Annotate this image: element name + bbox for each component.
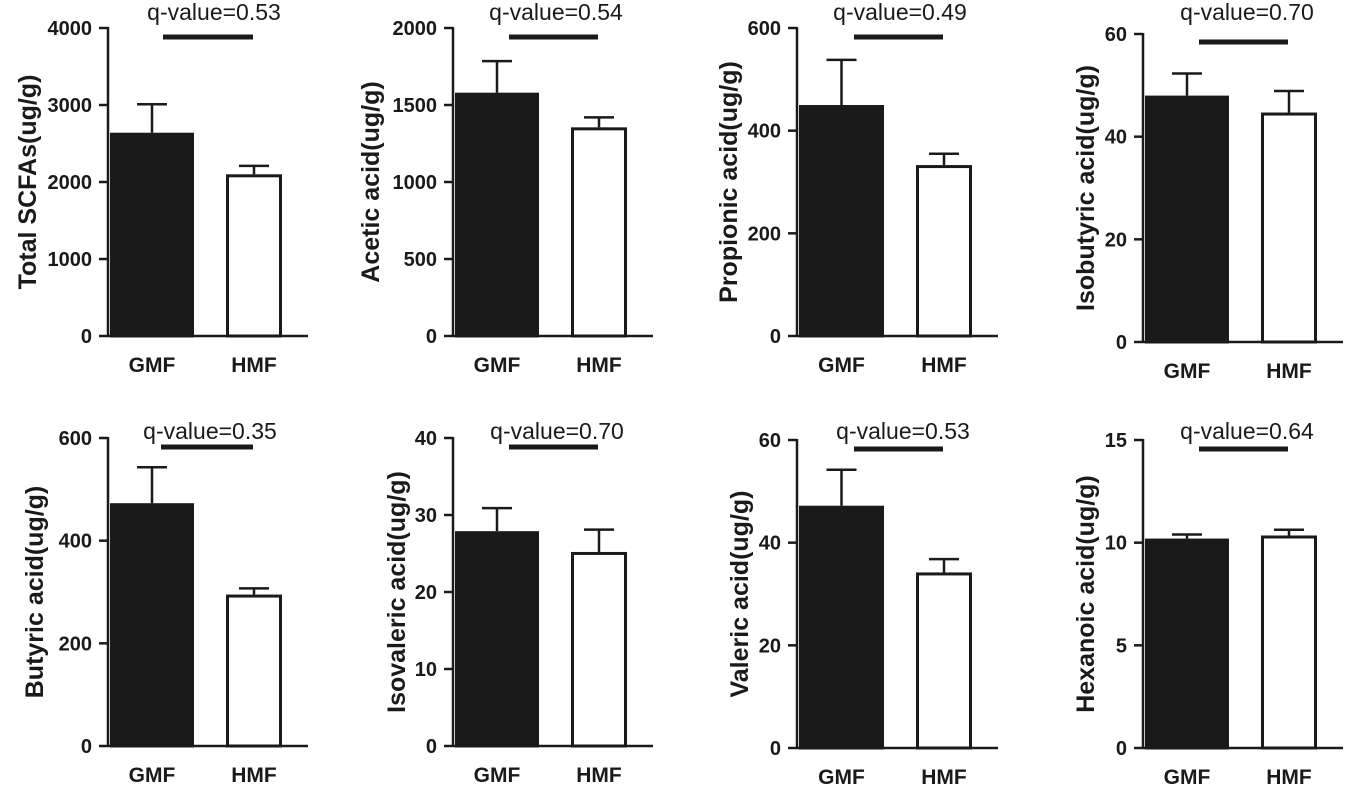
y-tick-label: 0 bbox=[81, 326, 92, 348]
y-tick-label: 60 bbox=[759, 430, 781, 452]
x-tick-label: GMF bbox=[818, 354, 865, 377]
y-tick-label: 0 bbox=[81, 736, 92, 758]
y-tick-label: 60 bbox=[1105, 24, 1127, 46]
y-axis-label: Isobutyric acid(ug/g) bbox=[1072, 65, 1100, 311]
y-tick-label: 400 bbox=[59, 531, 92, 553]
y-tick-label: 1000 bbox=[393, 172, 438, 194]
bar-gmf bbox=[799, 505, 884, 750]
x-tick-label: HMF bbox=[921, 354, 967, 377]
q-value-annotation: q-value=0.35 bbox=[143, 418, 277, 444]
bar-gmf bbox=[110, 503, 194, 748]
panel-2: GMF HMF 0 500 1000 1500 2000 Acetic acid(ug/g) q… bbox=[357, 0, 653, 377]
bar-hmf bbox=[916, 165, 972, 338]
y-tick-label: 10 bbox=[415, 659, 437, 681]
y-tick-label: 2000 bbox=[48, 172, 93, 194]
y-tick-label: 0 bbox=[426, 736, 437, 758]
y-tick-label: 0 bbox=[1116, 738, 1127, 760]
x-tick-label: GMF bbox=[1164, 766, 1211, 785]
q-value-annotation: q-value=0.53 bbox=[836, 418, 970, 444]
y-axis-label: Hexanoic acid(ug/g) bbox=[1072, 475, 1100, 713]
y-tick-label: 20 bbox=[1105, 229, 1127, 251]
panel-7: GMF HMF 0 20 40 60 Valeric acid(ug/g) q-value=0… bbox=[726, 418, 998, 785]
y-tick-label: 200 bbox=[59, 633, 92, 655]
bar-hmf bbox=[1261, 112, 1317, 344]
y-tick-label: 10 bbox=[1105, 533, 1127, 555]
panel-8: GMF HMF 0 5 10 15 Hexanoic acid(ug/g) q-value=0… bbox=[1072, 418, 1343, 785]
x-tick-label: HMF bbox=[231, 764, 277, 785]
y-axis-label: Propionic acid(ug/g) bbox=[715, 61, 743, 303]
y-tick-label: 5 bbox=[1116, 635, 1127, 657]
x-tick-label: HMF bbox=[1266, 360, 1312, 383]
y-tick-label: 1500 bbox=[393, 95, 438, 117]
y-axis-label: Acetic acid(ug/g) bbox=[357, 81, 385, 282]
panel-1: GMF HMF 0 1000 2000 3000 4000 Total SCFAs(ug/g)… bbox=[14, 0, 308, 377]
y-axis-label: Butyric acid(ug/g) bbox=[21, 486, 49, 699]
y-tick-label: 400 bbox=[748, 121, 781, 143]
y-tick-label: 2000 bbox=[393, 18, 438, 40]
bar-hmf bbox=[916, 572, 972, 750]
q-value-annotation: q-value=0.53 bbox=[147, 0, 281, 25]
bar-hmf bbox=[226, 594, 282, 748]
bar-gmf bbox=[1145, 538, 1229, 750]
bar-gmf bbox=[455, 531, 539, 748]
y-axis-label: Total SCFAs(ug/g) bbox=[14, 75, 42, 290]
x-tick-label: GMF bbox=[129, 354, 176, 377]
bar-gmf bbox=[455, 92, 539, 338]
y-tick-label: 15 bbox=[1105, 430, 1127, 452]
y-tick-label: 1000 bbox=[48, 249, 93, 271]
q-value-annotation: q-value=0.49 bbox=[833, 0, 967, 25]
y-tick-label: 4000 bbox=[48, 18, 93, 40]
bar-gmf bbox=[799, 105, 884, 338]
bar-hmf bbox=[571, 127, 627, 338]
y-tick-label: 30 bbox=[415, 505, 437, 527]
bar-gmf bbox=[1145, 95, 1229, 344]
y-tick-label: 600 bbox=[748, 18, 781, 40]
bar-hmf bbox=[571, 551, 627, 748]
x-tick-label: GMF bbox=[474, 764, 521, 785]
x-tick-label: GMF bbox=[129, 764, 176, 785]
bar-hmf bbox=[1261, 535, 1317, 750]
y-tick-label: 0 bbox=[770, 738, 781, 760]
x-tick-label: HMF bbox=[231, 354, 277, 377]
y-axis-label: Valeric acid(ug/g) bbox=[726, 490, 754, 697]
y-tick-label: 0 bbox=[426, 326, 437, 348]
y-tick-label: 200 bbox=[748, 223, 781, 245]
q-value-annotation: q-value=0.64 bbox=[1180, 418, 1314, 444]
x-tick-label: HMF bbox=[1266, 766, 1312, 785]
q-value-annotation: q-value=0.70 bbox=[490, 418, 624, 444]
y-tick-label: 600 bbox=[59, 428, 92, 450]
x-tick-label: GMF bbox=[474, 354, 521, 377]
q-value-annotation: q-value=0.70 bbox=[1180, 0, 1314, 25]
y-tick-label: 500 bbox=[404, 249, 437, 271]
x-tick-label: HMF bbox=[576, 354, 622, 377]
bar-gmf bbox=[110, 132, 194, 338]
y-tick-label: 40 bbox=[1105, 127, 1127, 149]
y-tick-label: 20 bbox=[759, 635, 781, 657]
x-tick-label: HMF bbox=[921, 766, 967, 785]
y-tick-label: 0 bbox=[770, 326, 781, 348]
x-tick-label: GMF bbox=[818, 766, 865, 785]
bar-hmf bbox=[226, 174, 282, 338]
y-tick-label: 40 bbox=[415, 428, 437, 450]
y-tick-label: 3000 bbox=[48, 95, 93, 117]
y-axis-label: Isovaleric acid(ug/g) bbox=[383, 471, 411, 713]
y-tick-label: 0 bbox=[1116, 332, 1127, 354]
q-value-annotation: q-value=0.54 bbox=[489, 0, 623, 25]
y-tick-label: 20 bbox=[415, 582, 437, 604]
panel-5: GMF HMF 0 200 400 600 Butyric acid(ug/g) q-valu… bbox=[21, 418, 308, 785]
x-tick-label: HMF bbox=[576, 764, 622, 785]
y-tick-label: 40 bbox=[759, 533, 781, 555]
x-tick-label: GMF bbox=[1164, 360, 1211, 383]
